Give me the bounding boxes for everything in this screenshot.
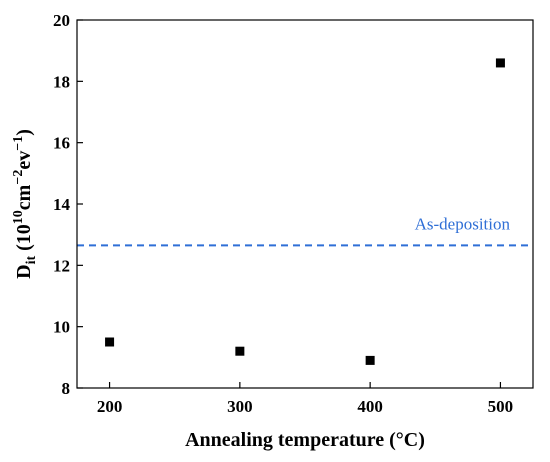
y-tick-label: 12	[53, 256, 70, 275]
y-tick-label: 14	[53, 195, 71, 214]
y-axis-title: Dit (1010cm−2ev−1)	[11, 129, 39, 279]
y-title-exp1: 10	[11, 210, 26, 224]
y-title-mid1: cm	[13, 184, 35, 210]
x-tick-label: 300	[227, 397, 253, 416]
data-point	[235, 346, 245, 356]
x-axis-title: Annealing temperature (°C)	[185, 429, 425, 451]
y-tick-label: 20	[53, 11, 70, 30]
reference-line-group: As-deposition	[77, 214, 533, 247]
y-tick-label: 16	[53, 134, 70, 153]
x-tick-label: 400	[357, 397, 383, 416]
plot-frame	[76, 19, 534, 389]
y-title-mid2: ev	[13, 151, 35, 170]
y-title-open: (10	[13, 224, 35, 256]
data-points	[105, 58, 505, 365]
y-title-close: )	[13, 129, 35, 136]
y-title-base-sub: it	[24, 256, 39, 265]
x-tick-label: 500	[488, 397, 514, 416]
y-tick-label: 8	[62, 379, 71, 398]
x-axis-ticks: 200 300 400 500	[97, 382, 513, 416]
y-tick-label: 18	[53, 72, 70, 91]
reference-line-label: As-deposition	[415, 214, 511, 233]
data-point	[105, 337, 115, 347]
y-axis-ticks: 8 10 12 14 16 18 20	[53, 11, 83, 398]
data-point	[365, 355, 375, 365]
y-tick-label: 10	[53, 318, 70, 337]
y-title-exp3: −1	[11, 136, 26, 151]
y-title-base: D	[13, 264, 35, 278]
y-title-exp2: −2	[11, 170, 26, 185]
x-tick-label: 200	[97, 397, 123, 416]
data-point	[495, 58, 505, 68]
